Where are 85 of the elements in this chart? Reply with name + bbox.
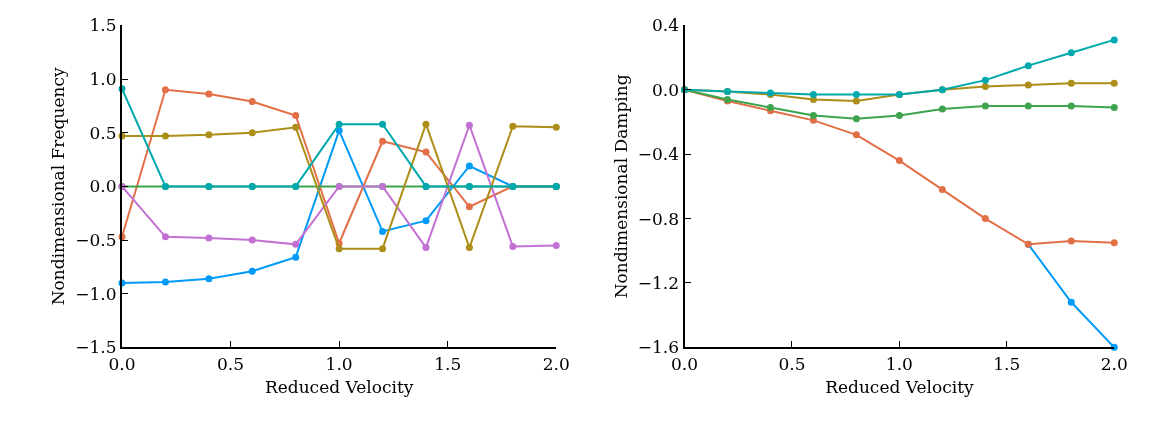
y-tick-label: 0.5: [89, 122, 117, 143]
point: [981, 102, 989, 110]
point: [852, 115, 860, 123]
point: [1067, 102, 1075, 110]
y-axis-title: Nondimensional Damping: [610, 74, 631, 299]
point: [161, 233, 169, 241]
x-tick-label: 1.5: [993, 353, 1021, 374]
x-tick-label: 2.0: [1100, 353, 1128, 374]
point: [292, 123, 300, 131]
point: [1067, 79, 1075, 87]
point: [552, 123, 560, 131]
y-tick-label: −0.5: [75, 229, 117, 250]
point: [248, 98, 256, 106]
point: [465, 203, 473, 211]
point: [248, 267, 256, 275]
point: [379, 120, 387, 128]
x-tick-label: 0.5: [778, 353, 806, 374]
x-tick-label: 0.5: [217, 353, 245, 374]
point: [379, 137, 387, 145]
point: [509, 122, 517, 130]
point: [981, 76, 989, 84]
y-tick-label: −0.8: [637, 208, 680, 229]
point: [205, 131, 213, 139]
point: [1110, 36, 1118, 44]
point: [1110, 239, 1118, 247]
point: [205, 90, 213, 98]
point: [852, 131, 860, 139]
point: [465, 162, 473, 170]
point: [161, 278, 169, 286]
point: [422, 244, 430, 252]
point: [422, 217, 430, 225]
point: [422, 120, 430, 128]
point: [852, 97, 860, 105]
point: [205, 275, 213, 283]
point: [161, 86, 169, 94]
y-tick-label: 1.5: [89, 15, 117, 36]
y-tick-label: −0.4: [637, 144, 680, 165]
point: [981, 83, 989, 91]
x-tick-label: 2.0: [542, 353, 570, 374]
point: [205, 234, 213, 242]
point: [379, 245, 387, 253]
point: [895, 157, 903, 165]
point: [1024, 62, 1032, 70]
y-tick-label: 0.0: [652, 79, 680, 100]
x-tick-label: 1.0: [325, 353, 353, 374]
point: [292, 253, 300, 261]
point: [938, 186, 946, 194]
y-tick-label: 0.0: [89, 176, 117, 197]
y-axis-title: Nondimensional Frequency: [48, 67, 69, 306]
point: [1110, 103, 1118, 111]
point: [1024, 102, 1032, 110]
x-tick-label: 1.0: [885, 353, 913, 374]
point: [335, 120, 343, 128]
point: [981, 215, 989, 223]
point: [161, 132, 169, 140]
x-tick-label: 1.5: [434, 353, 462, 374]
y-tick-label: 1.0: [89, 69, 117, 89]
point: [379, 227, 387, 235]
point: [1067, 298, 1075, 306]
point: [938, 105, 946, 113]
point: [292, 112, 300, 120]
point: [852, 91, 860, 99]
point: [809, 91, 817, 99]
point: [248, 236, 256, 244]
y-tick-label: −1.2: [637, 272, 680, 293]
point: [292, 240, 300, 248]
point: [509, 242, 517, 250]
point: [465, 121, 473, 129]
y-tick-label: −1.0: [75, 283, 117, 304]
point: [895, 112, 903, 120]
x-axis-title: Reduced Velocity: [825, 376, 974, 397]
point: [248, 129, 256, 137]
point: [1110, 343, 1118, 351]
point: [465, 244, 473, 252]
point: [1067, 237, 1075, 245]
point: [552, 241, 560, 249]
point: [422, 148, 430, 156]
point: [809, 112, 817, 120]
y-tick-label: 0.4: [652, 15, 680, 36]
x-axis-title: Reduced Velocity: [264, 376, 414, 397]
point: [1110, 79, 1118, 87]
point: [1024, 81, 1032, 89]
point: [766, 103, 774, 111]
point: [335, 245, 343, 253]
point: [1067, 49, 1075, 57]
